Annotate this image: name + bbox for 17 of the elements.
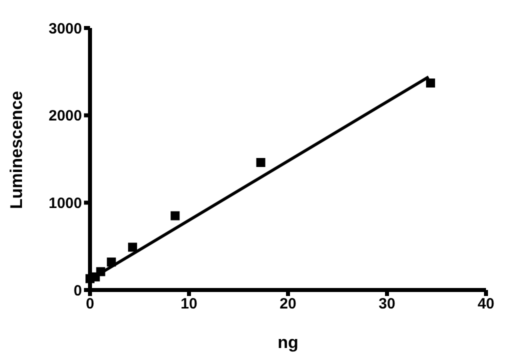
x-axis-title: ng	[278, 333, 298, 352]
point	[106, 258, 116, 267]
point	[86, 274, 94, 284]
y-tick-label: 0	[74, 282, 82, 300]
y-tick-label: 2000	[48, 108, 82, 125]
y-tick-label: 3000	[48, 20, 82, 38]
x-tick-label: 10	[180, 296, 198, 313]
x-tick-label: 20	[280, 296, 296, 313]
x-tick-label: 30	[378, 296, 396, 313]
x-tick-label: 0	[86, 296, 94, 313]
point	[426, 78, 436, 88]
point	[170, 211, 180, 220]
y-tick-label: 1000	[48, 194, 82, 212]
x-tick-label: 40	[478, 296, 494, 313]
point	[128, 242, 138, 252]
point	[256, 158, 266, 167]
y-axis-title: Luminescence	[7, 90, 26, 209]
